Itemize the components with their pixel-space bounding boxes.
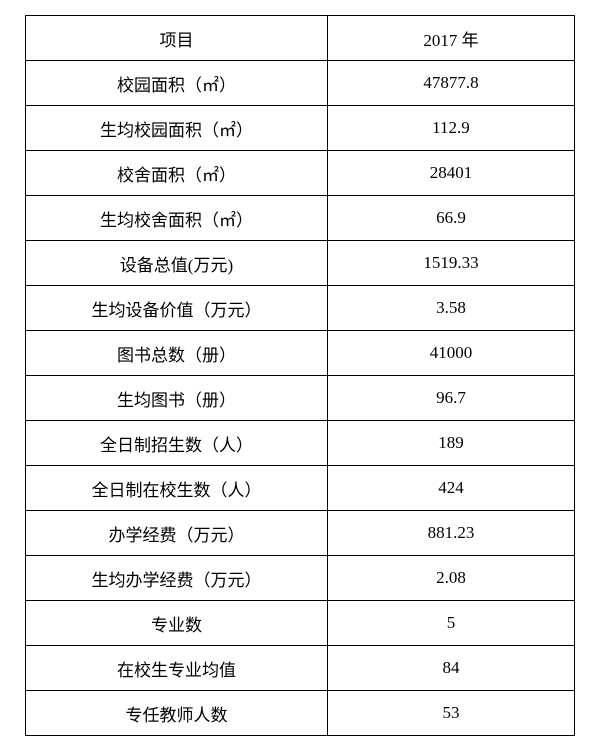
row-value-cell: 881.23 — [327, 511, 574, 556]
row-label-cell: 专任教师人数 — [26, 691, 328, 736]
table-row: 生均校园面积（㎡）112.9 — [26, 106, 575, 151]
table-row: 专业数5 — [26, 601, 575, 646]
row-value-cell: 84 — [327, 646, 574, 691]
statistics-table: 项目 2017 年 校园面积（㎡）47877.8生均校园面积（㎡）112.9校舍… — [25, 15, 575, 736]
row-value-cell: 53 — [327, 691, 574, 736]
row-label-cell: 生均办学经费（万元） — [26, 556, 328, 601]
table-row: 生均校舍面积（㎡）66.9 — [26, 196, 575, 241]
row-label-cell: 专业数 — [26, 601, 328, 646]
header-label-cell: 项目 — [26, 16, 328, 61]
table-row: 图书总数（册）41000 — [26, 331, 575, 376]
row-value-cell: 424 — [327, 466, 574, 511]
header-value-cell: 2017 年 — [327, 16, 574, 61]
table-row: 校舍面积（㎡）28401 — [26, 151, 575, 196]
table-row: 专任教师人数53 — [26, 691, 575, 736]
table-row: 生均图书（册）96.7 — [26, 376, 575, 421]
row-value-cell: 28401 — [327, 151, 574, 196]
row-value-cell: 41000 — [327, 331, 574, 376]
row-value-cell: 66.9 — [327, 196, 574, 241]
table-body: 项目 2017 年 校园面积（㎡）47877.8生均校园面积（㎡）112.9校舍… — [26, 16, 575, 736]
table-row: 在校生专业均值84 — [26, 646, 575, 691]
row-label-cell: 生均设备价值（万元） — [26, 286, 328, 331]
row-value-cell: 3.58 — [327, 286, 574, 331]
row-label-cell: 校园面积（㎡） — [26, 61, 328, 106]
row-label-cell: 图书总数（册） — [26, 331, 328, 376]
table-row: 生均设备价值（万元）3.58 — [26, 286, 575, 331]
row-label-cell: 全日制在校生数（人） — [26, 466, 328, 511]
row-value-cell: 2.08 — [327, 556, 574, 601]
table-row: 全日制招生数（人）189 — [26, 421, 575, 466]
table-row: 办学经费（万元）881.23 — [26, 511, 575, 556]
row-label-cell: 办学经费（万元） — [26, 511, 328, 556]
table-row: 全日制在校生数（人）424 — [26, 466, 575, 511]
row-label-cell: 校舍面积（㎡） — [26, 151, 328, 196]
row-label-cell: 在校生专业均值 — [26, 646, 328, 691]
table-row: 设备总值(万元)1519.33 — [26, 241, 575, 286]
row-value-cell: 5 — [327, 601, 574, 646]
row-label-cell: 生均校园面积（㎡） — [26, 106, 328, 151]
row-label-cell: 生均校舍面积（㎡） — [26, 196, 328, 241]
row-value-cell: 112.9 — [327, 106, 574, 151]
row-value-cell: 96.7 — [327, 376, 574, 421]
row-label-cell: 生均图书（册） — [26, 376, 328, 421]
row-value-cell: 1519.33 — [327, 241, 574, 286]
row-value-cell: 47877.8 — [327, 61, 574, 106]
table-row: 校园面积（㎡）47877.8 — [26, 61, 575, 106]
row-label-cell: 设备总值(万元) — [26, 241, 328, 286]
row-value-cell: 189 — [327, 421, 574, 466]
row-label-cell: 全日制招生数（人） — [26, 421, 328, 466]
table-header-row: 项目 2017 年 — [26, 16, 575, 61]
table-row: 生均办学经费（万元）2.08 — [26, 556, 575, 601]
